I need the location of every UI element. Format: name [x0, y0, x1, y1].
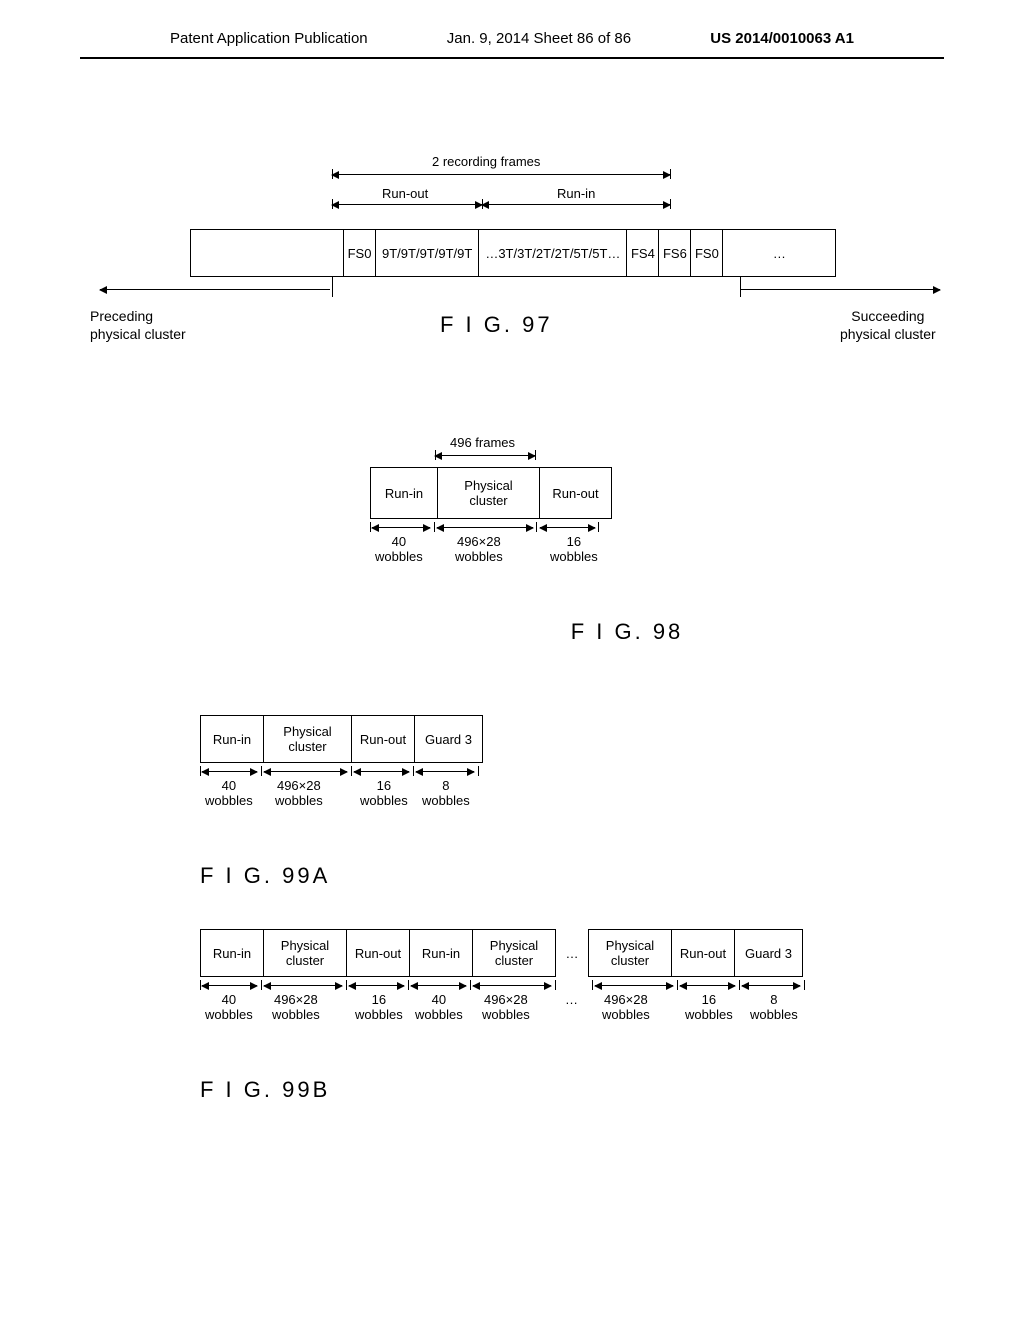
fig99b-cell-4: Physical cluster [473, 930, 556, 977]
header-right: US 2014/0010063 A1 [710, 30, 854, 47]
fig97-cell-3: …3T/3T/2T/2T/5T/5T… [479, 230, 627, 277]
fig99b-cell-3: Run-in [410, 930, 473, 977]
figure-99b: Run-in Physical cluster Run-out Run-in P… [200, 929, 934, 1103]
fig98-below-1: 496×28 wobbles [455, 534, 503, 564]
fig99b-below-0: 40 wobbles [205, 992, 253, 1022]
fig99a-below-2: 16 wobbles [360, 778, 408, 808]
fig99a-cell-1: Physical cluster [264, 716, 352, 763]
page-content: 2 recording frames Run-out Run-in FS0 9T… [0, 59, 1024, 1143]
fig99b-below-8: 8 wobbles [750, 992, 798, 1022]
figure-98: 496 frames Run-in Physical cluster Run-o… [370, 437, 934, 645]
fig99b-below-1: 496×28 wobbles [272, 992, 320, 1022]
fig98-cell-2: Run-out [540, 468, 612, 519]
fig97-table: FS0 9T/9T/9T/9T/9T …3T/3T/2T/2T/5T/5T… F… [190, 229, 836, 277]
fig99b-cell-5: … [556, 930, 589, 977]
fig97-runout: Run-out [382, 186, 428, 201]
fig99b-below-6: 496×28 wobbles [602, 992, 650, 1022]
fig97-preceding: Preceding physical cluster [90, 307, 186, 343]
fig97-caption: F I G. 97 [440, 312, 553, 338]
header-center: Jan. 9, 2014 Sheet 86 of 86 [447, 30, 631, 47]
fig97-cell-0 [191, 230, 344, 277]
fig99b-below-2: 16 wobbles [355, 992, 403, 1022]
fig99b-cell-8: Guard 3 [735, 930, 803, 977]
fig97-cell-7: … [723, 230, 836, 277]
fig97-cell-6: FS0 [691, 230, 723, 277]
fig99b-below-7: 16 wobbles [685, 992, 733, 1022]
fig97-frames-label: 2 recording frames [432, 154, 540, 169]
fig99b-cell-2: Run-out [347, 930, 410, 977]
fig99b-cell-0: Run-in [201, 930, 264, 977]
fig97-cell-5: FS6 [659, 230, 691, 277]
fig99a-caption: F I G. 99A [200, 863, 934, 889]
fig98-below-2: 16 wobbles [550, 534, 598, 564]
fig97-succeeding: Succeeding physical cluster [840, 307, 936, 343]
fig99b-cell-6: Physical cluster [589, 930, 672, 977]
fig99a-below-1: 496×28 wobbles [275, 778, 323, 808]
page-header: Patent Application Publication Jan. 9, 2… [80, 0, 944, 59]
fig98-caption: F I G. 98 [320, 619, 934, 645]
fig99b-below-5: … [565, 992, 578, 1007]
figure-97: 2 recording frames Run-out Run-in FS0 9T… [190, 159, 934, 337]
fig97-cell-4: FS4 [627, 230, 659, 277]
fig97-runin: Run-in [557, 186, 595, 201]
fig99a-cell-2: Run-out [352, 716, 415, 763]
fig98-cell-1: Physical cluster [438, 468, 540, 519]
fig98-cell-0: Run-in [371, 468, 438, 519]
fig99b-cell-7: Run-out [672, 930, 735, 977]
fig99a-below-3: 8 wobbles [422, 778, 470, 808]
fig98-frames: 496 frames [450, 435, 515, 450]
header-left: Patent Application Publication [170, 30, 368, 47]
fig99b-below-4: 496×28 wobbles [482, 992, 530, 1022]
fig97-cell-1: FS0 [344, 230, 376, 277]
fig99b-table: Run-in Physical cluster Run-out Run-in P… [200, 929, 803, 977]
fig99b-below-3: 40 wobbles [415, 992, 463, 1022]
fig97-cell-2: 9T/9T/9T/9T/9T [376, 230, 479, 277]
fig99b-caption: F I G. 99B [200, 1077, 934, 1103]
fig98-below-0: 40 wobbles [375, 534, 423, 564]
fig99a-cell-3: Guard 3 [415, 716, 483, 763]
fig99a-below-0: 40 wobbles [205, 778, 253, 808]
fig98-table: Run-in Physical cluster Run-out [370, 467, 612, 519]
fig99a-table: Run-in Physical cluster Run-out Guard 3 [200, 715, 483, 763]
figure-99a: Run-in Physical cluster Run-out Guard 3 … [200, 715, 934, 889]
fig99b-cell-1: Physical cluster [264, 930, 347, 977]
fig99a-cell-0: Run-in [201, 716, 264, 763]
